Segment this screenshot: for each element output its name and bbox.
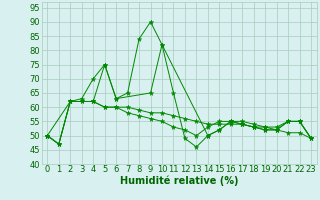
X-axis label: Humidité relative (%): Humidité relative (%)	[120, 176, 238, 186]
